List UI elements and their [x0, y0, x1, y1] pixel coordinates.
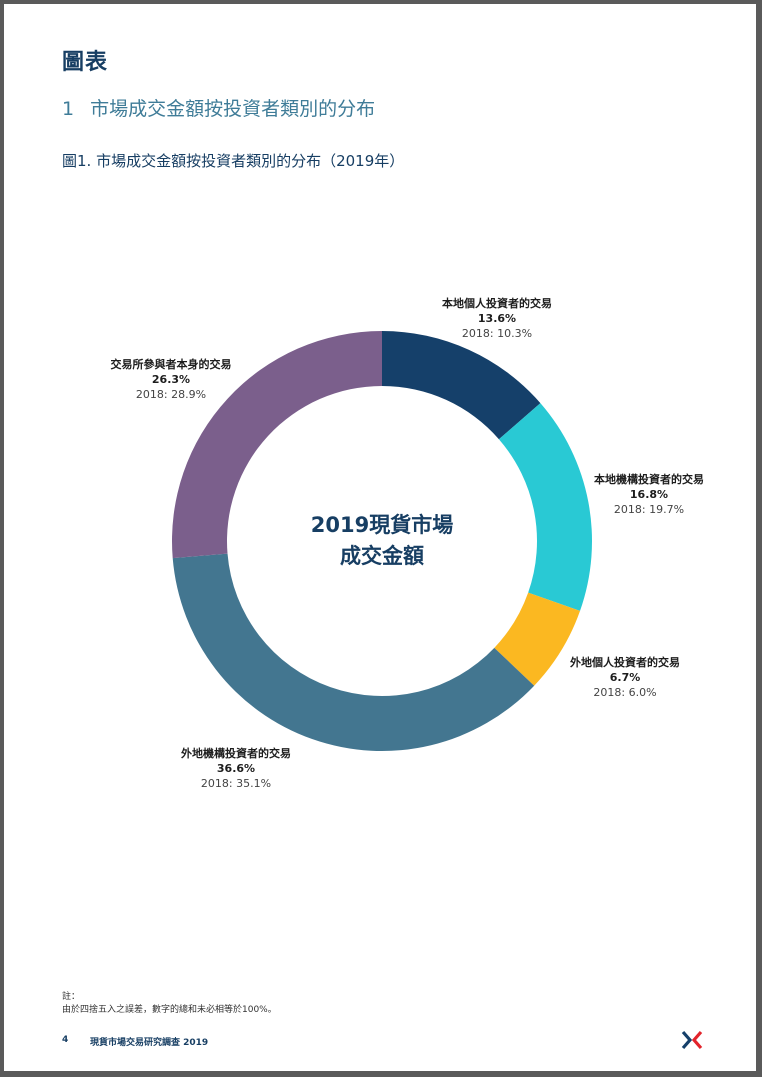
section-title: 1 市場成交金額按投資者類別的分布 — [62, 94, 375, 121]
slice-prev: 2018: 6.0% — [593, 686, 657, 699]
slice-label-local-retail: 本地個人投資者的交易 13.6% 2018: 10.3% — [432, 296, 562, 341]
figure-caption: 圖1. 市場成交金額按投資者類別的分布（2019年） — [62, 152, 405, 170]
footnote-label: 註： — [62, 992, 81, 1002]
slice-name: 外地個人投資者的交易 — [570, 656, 680, 669]
center-label-line2: 成交金額 — [340, 544, 424, 568]
slice-value: 13.6% — [477, 312, 517, 325]
footnote-text: 由於四捨五入之誤差，數字的總和未必相等於100%。 — [62, 1005, 277, 1015]
slice-value: 26.3% — [151, 373, 191, 386]
slice-prev: 2018: 35.1% — [200, 777, 272, 790]
page-heading: 圖表 — [62, 50, 109, 75]
slice-label-overseas-retail: 外地個人投資者的交易 6.7% 2018: 6.0% — [560, 655, 690, 700]
slice-name: 交易所參與者本身的交易 — [110, 358, 232, 371]
footnote: 註： 由於四捨五入之誤差，數字的總和未必相等於100%。 — [62, 991, 277, 1017]
slice-label-overseas-institutional: 外地機構投資者的交易 36.6% 2018: 35.1% — [166, 746, 306, 791]
slice-label-exchange-participants: 交易所參與者本身的交易 26.3% 2018: 28.9% — [96, 357, 246, 402]
slice-exchange-participants — [172, 331, 382, 559]
slice-value: 6.7% — [609, 671, 641, 684]
slice-name: 本地個人投資者的交易 — [442, 297, 552, 310]
section-title-text: 市場成交金額按投資者類別的分布 — [90, 98, 376, 120]
slice-overseas-retail — [494, 592, 581, 686]
slice-prev: 2018: 19.7% — [613, 503, 685, 516]
slice-overseas-institutional — [172, 553, 535, 752]
footer-page-number: 4 — [62, 1035, 69, 1045]
donut-chart — [172, 331, 593, 752]
slice-value: 36.6% — [216, 762, 256, 775]
section-number: 1 — [62, 98, 75, 120]
slice-local-institutional — [498, 403, 593, 611]
slice-name: 外地機構投資者的交易 — [181, 747, 291, 760]
slice-name: 本地機構投資者的交易 — [594, 473, 704, 486]
slice-local-retail — [382, 331, 541, 440]
slice-label-local-institutional: 本地機構投資者的交易 16.8% 2018: 19.7% — [584, 472, 714, 517]
slice-value: 16.8% — [629, 488, 669, 501]
slice-prev: 2018: 28.9% — [135, 388, 207, 401]
slice-prev: 2018: 10.3% — [461, 327, 533, 340]
center-label-line1: 2019現貨市場 — [310, 513, 454, 537]
footer-title: 現貨市場交易研究調查 2019 — [90, 1038, 209, 1048]
donut-center-label: 2019現貨市場 成交金額 — [266, 510, 498, 572]
hkex-logo-icon — [681, 1030, 703, 1050]
report-page: 圖表 1 市場成交金額按投資者類別的分布 圖1. 市場成交金額按投資者類別的分布（… — [4, 4, 756, 1071]
